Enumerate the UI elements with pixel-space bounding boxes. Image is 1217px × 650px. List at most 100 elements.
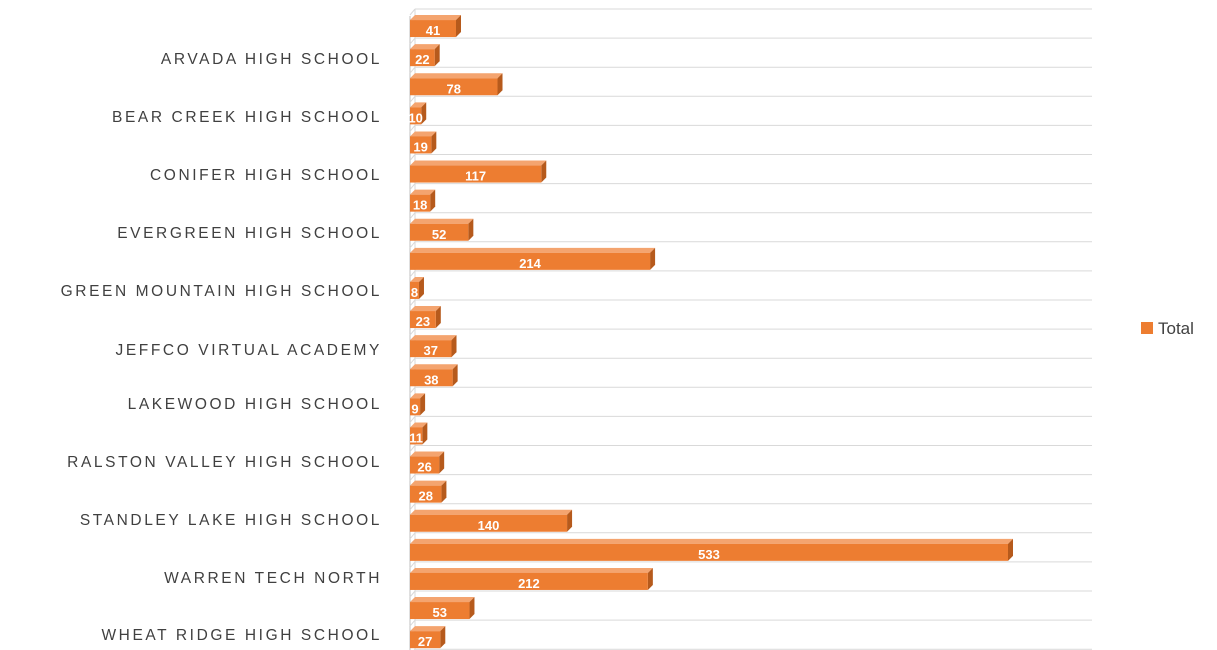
bar <box>410 422 428 445</box>
category-label: EVERGREEN HIGH SCHOOL <box>117 225 382 242</box>
gridline-floor-edge <box>409 445 416 452</box>
bar <box>410 160 547 183</box>
gridline-floor-edge <box>409 532 416 540</box>
bar <box>410 538 1013 561</box>
bar-top <box>410 451 445 457</box>
data-label: 212 <box>518 576 540 591</box>
bar-front <box>410 136 432 154</box>
bar-side <box>468 218 474 241</box>
category-labels: ARVADA HIGH SCHOOL BEAR CREEK HIGH SCHOOL… <box>61 51 382 644</box>
bar-top <box>410 247 656 253</box>
bar-front <box>410 427 423 445</box>
bar-front <box>410 572 648 590</box>
bar-front <box>410 20 456 38</box>
bar-top <box>410 626 446 632</box>
bar-top <box>410 422 428 428</box>
data-labels: 41 22 78 10 19 117 18 52 214 8 23 37 38 9 11 26 28 140 533… <box>408 23 719 649</box>
bar <box>410 480 447 503</box>
legend-label: Total <box>1158 319 1194 338</box>
bar-front <box>410 194 431 212</box>
bar-side <box>567 509 573 532</box>
bars <box>410 15 1013 649</box>
gridline-floor-edge <box>409 66 416 74</box>
data-label: 11 <box>409 430 423 445</box>
bar-side <box>451 335 457 358</box>
category-label: WARREN TECH NORTH <box>164 570 382 587</box>
bar-side <box>650 247 656 270</box>
bar-top <box>410 131 437 137</box>
gridline-floor-edge <box>409 474 416 481</box>
data-label: 19 <box>413 139 427 154</box>
bar <box>410 451 445 474</box>
bar-front <box>410 165 542 183</box>
bar <box>410 131 437 154</box>
gridline-floor-edge <box>409 503 416 511</box>
bar-front <box>410 340 452 358</box>
bar-top <box>410 393 426 399</box>
bar-top <box>410 597 475 603</box>
bar-front <box>410 49 435 67</box>
category-label: ARVADA HIGH SCHOOL <box>161 51 382 68</box>
data-label: 8 <box>411 285 418 300</box>
gridline-floor-edge <box>409 37 416 45</box>
bar-side <box>1008 538 1013 561</box>
bar-top <box>410 480 447 486</box>
bar <box>410 73 503 96</box>
bar-top <box>410 160 547 166</box>
bar-side <box>422 422 428 445</box>
category-label: RALSTON VALLEY HIGH SCHOOL <box>67 454 382 471</box>
category-label: CONIFER HIGH SCHOOL <box>150 167 382 184</box>
data-label: 10 <box>408 110 422 125</box>
legend-swatch <box>1141 322 1153 334</box>
gridline-floor-edge <box>409 328 416 336</box>
gridline-floor-edge <box>409 590 416 598</box>
bar-side <box>420 393 426 416</box>
bar <box>410 15 461 38</box>
bar <box>410 393 426 416</box>
data-label: 18 <box>413 198 427 213</box>
data-label: 214 <box>519 256 541 271</box>
bar <box>410 597 475 620</box>
bar-side <box>439 451 445 474</box>
category-label: LAKEWOOD HIGH SCHOOL <box>128 396 382 413</box>
bar-front <box>410 78 498 96</box>
bar <box>410 218 474 241</box>
gridline-floor-edge <box>409 95 416 103</box>
gridline-floor-edge <box>409 125 416 132</box>
bar-front <box>410 369 453 387</box>
bar-side <box>421 102 427 125</box>
data-label: 38 <box>424 372 438 387</box>
bar-top <box>410 73 503 79</box>
category-label: STANDLEY LAKE HIGH SCHOOL <box>80 512 382 529</box>
bar-top <box>410 15 461 21</box>
gridline-floor-edge <box>409 270 416 278</box>
bar <box>410 44 440 67</box>
bar-top <box>410 189 436 195</box>
bar-side <box>441 480 447 503</box>
bar-top <box>410 306 441 312</box>
bar <box>410 102 427 125</box>
bar-side <box>497 73 503 96</box>
bar-top <box>410 218 474 224</box>
bar <box>410 247 656 270</box>
gridline-floor-edge <box>409 8 416 16</box>
gridlines <box>409 8 1092 650</box>
data-label: 41 <box>426 23 440 38</box>
category-label: WHEAT RIDGE HIGH SCHOOL <box>101 627 382 644</box>
bar-side <box>456 15 461 38</box>
gridline-floor-edge <box>409 154 416 161</box>
gridline-floor-edge <box>409 561 416 569</box>
bar-front <box>410 514 568 532</box>
bar-side <box>430 189 436 212</box>
gridline-floor-edge <box>409 241 416 249</box>
data-label: 28 <box>418 489 432 504</box>
data-label: 53 <box>432 605 446 620</box>
gridline-floor-edge <box>409 183 416 190</box>
data-label: 52 <box>432 227 446 242</box>
data-label: 9 <box>411 401 418 416</box>
legend: Total <box>1141 319 1194 338</box>
data-label: 23 <box>416 314 430 329</box>
bar <box>410 364 458 387</box>
gridline-floor-edge <box>409 357 416 365</box>
